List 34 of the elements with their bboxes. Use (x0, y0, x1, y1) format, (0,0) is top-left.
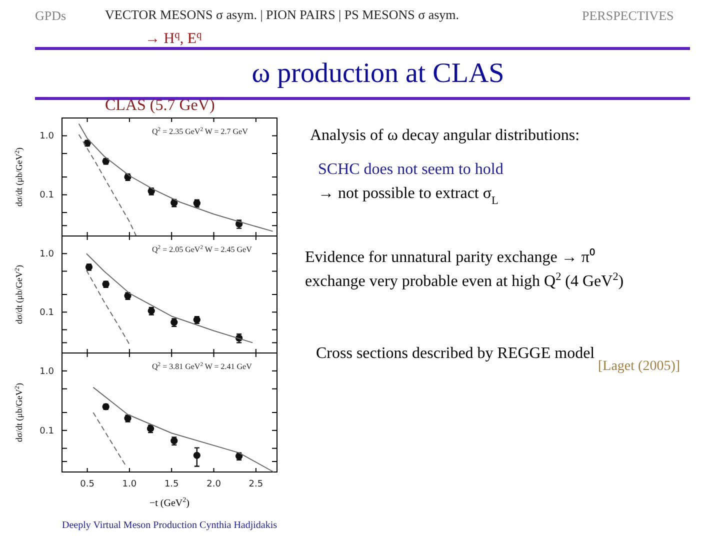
line-series (86, 253, 254, 344)
text: Evidence for unnatural parity exchange → π⁰ (305, 248, 596, 266)
text: exchange very probable even at high Q$^{2}$ (4 GeV$^{2}$) (305, 271, 624, 290)
x-tick-label: 1.5 (164, 479, 179, 490)
line-series (78, 123, 274, 232)
line-series (78, 134, 137, 236)
y-tick-label: 1.0 (40, 249, 54, 260)
y-tick-label: 0.1 (40, 308, 54, 318)
y-tick-label: 1.0 (40, 366, 54, 377)
chart-title: CLAS (5.7 GeV) (105, 97, 215, 114)
text: → not possible to extract σ$_{L}$ (318, 185, 498, 207)
line-series (92, 386, 274, 472)
point (193, 452, 200, 459)
text: GPDs (35, 8, 66, 23)
text: Deeply Virtual Meson Production Cynthia Hadjidakis (62, 520, 278, 531)
x-tick-label: 0.5 (80, 479, 94, 490)
text: Cross sections described by REGGE model (316, 345, 596, 362)
x-tick-label: 1.0 (122, 479, 137, 490)
text: ω production at CLAS (252, 58, 504, 89)
annotation: Q$^{2}$ = 3.81 GeV$^{2}$ W = 2.41 GeV (152, 362, 252, 371)
x-tick-label: 2.0 (206, 479, 222, 490)
annotation: Q$^{2}$ = 2.35 GeV$^{2}$ W = 2.7 GeV (152, 127, 248, 136)
y-tick-label: 0.1 (40, 190, 54, 201)
x-tick-label: 2.5 (248, 479, 264, 490)
x-axis-title: −t (GeV$^{2}$) (150, 496, 190, 509)
annotation: Q$^{2}$ = 2.05 GeV$^{2}$ W = 2.45 GeV (152, 245, 252, 254)
y-tick-label: 0.1 (40, 426, 54, 436)
y-tick-label: 1.0 (40, 132, 54, 142)
text: [Laget (2005)] (598, 359, 680, 374)
text: PERSPECTIVES (582, 8, 674, 23)
text: SCHC does not seem to hold (318, 161, 504, 178)
text: VECTOR MESONS σ asym. | PION PAIRS | PS MESONS σ asym. (105, 7, 460, 22)
text: → H$^{q}$, E$^{q}$ (145, 30, 203, 47)
text: Analysis of ω decay angular distributions: (310, 127, 580, 144)
